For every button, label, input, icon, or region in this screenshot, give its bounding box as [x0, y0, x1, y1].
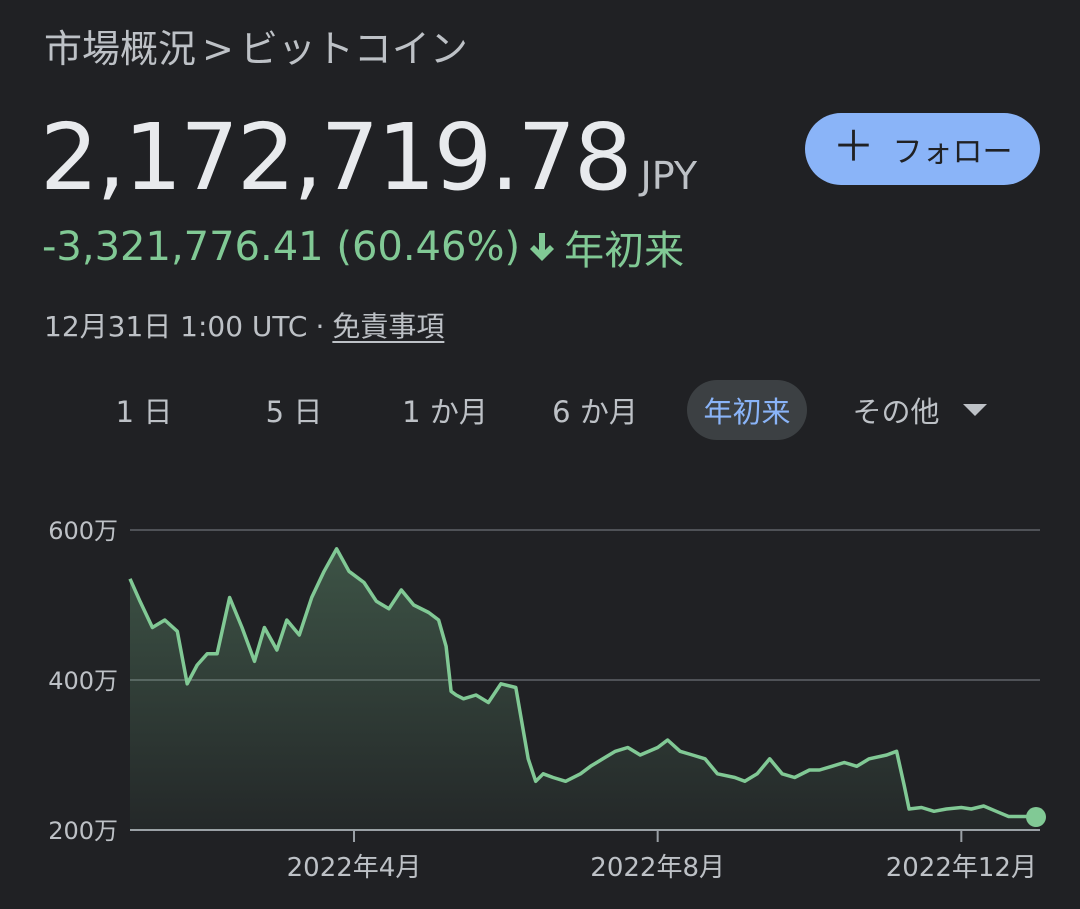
tab-label: 年初来 — [703, 395, 791, 429]
follow-label: フォロー — [892, 135, 1013, 170]
change-period: 年初来 — [564, 228, 685, 274]
tab-label: 1 日 — [115, 395, 173, 429]
arrow-down-icon — [528, 231, 556, 263]
breadcrumb: 市場概況 > ビットコイン — [44, 18, 468, 73]
price-line — [128, 547, 1036, 819]
disclaimer-link[interactable]: 免責事項 — [332, 310, 445, 343]
range-tabs: 1 日 5 日 1 か月 6 か月 年初来 その他 — [0, 380, 1080, 440]
tab-label: その他 — [852, 395, 940, 429]
price-chart[interactable]: 2022年4月 2022年8月 2022年12月 600万 400万 200万 — [0, 480, 1080, 909]
tab-label: 1 か月 — [402, 395, 488, 429]
tab-label: 6 か月 — [552, 395, 638, 429]
x-tick-label: 2022年4月 — [287, 853, 422, 883]
last-point-marker — [1026, 807, 1046, 828]
tab-more[interactable]: その他 — [835, 380, 1005, 440]
timestamp: 12月31日 1:00 UTC — [44, 310, 308, 343]
change-row: -3,321,776.41 (60.46%) 年初来 — [42, 218, 684, 276]
tab-6-month[interactable]: 6 か月 — [535, 380, 655, 440]
tab-5-day[interactable]: 5 日 — [250, 380, 338, 440]
plus-icon: ＋ — [832, 122, 875, 171]
x-tick-label: 2022年12月 — [886, 853, 1037, 883]
y-tick-label: 200万 — [48, 817, 118, 845]
y-tick-label: 400万 — [48, 667, 118, 695]
currency-code: JPY — [640, 154, 698, 198]
breadcrumb-parent[interactable]: 市場概況 — [44, 27, 197, 71]
tab-1-day[interactable]: 1 日 — [100, 380, 188, 440]
tab-ytd[interactable]: 年初来 — [687, 380, 807, 440]
breadcrumb-current: ビットコイン — [239, 27, 468, 71]
follow-button[interactable]: ＋ フォロー — [805, 113, 1040, 185]
meta-row: 12月31日 1:00 UTC · 免責事項 — [44, 305, 444, 345]
meta-separator: · — [315, 310, 325, 343]
price-row: 2,172,719.78 JPY — [40, 104, 697, 211]
tab-1-month[interactable]: 1 か月 — [385, 380, 505, 440]
price-value: 2,172,719.78 — [40, 104, 633, 211]
x-tick-label: 2022年8月 — [590, 853, 725, 883]
x-axis: 2022年4月 2022年8月 2022年12月 — [287, 830, 1037, 883]
caret-down-icon — [962, 403, 988, 417]
price-area — [130, 548, 1036, 830]
y-axis: 600万 400万 200万 — [48, 517, 118, 845]
change-value: -3,321,776.41 (60.46%) — [42, 224, 521, 270]
y-tick-label: 600万 — [48, 517, 118, 545]
breadcrumb-separator: > — [202, 27, 234, 71]
tab-label: 5 日 — [265, 395, 323, 429]
